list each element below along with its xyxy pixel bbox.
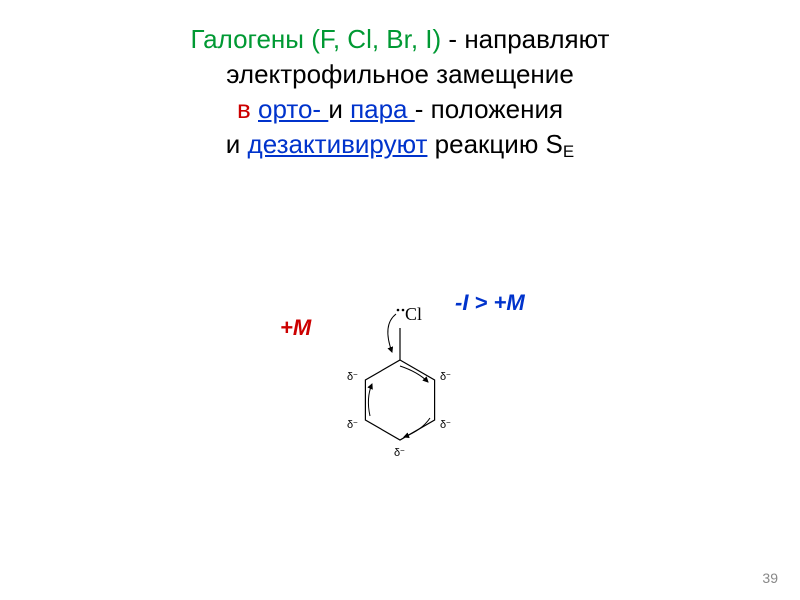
- title-line-3: в орто- и пара - положения: [0, 92, 800, 127]
- v-text: в: [237, 94, 258, 124]
- svg-text:−: −: [353, 418, 358, 427]
- ortho-text: орто-: [258, 94, 328, 124]
- page-number: 39: [762, 570, 778, 586]
- deact-text: дезактивируют: [248, 129, 428, 159]
- benzene-diagram: Cl δ − δ − δ − δ − δ −: [330, 280, 490, 480]
- halogens-text: Галогены (F, Cl, Br, I): [191, 24, 442, 54]
- and2-text: и: [226, 129, 248, 159]
- line1-rest: направляют: [464, 24, 609, 54]
- line3-rest: - положения: [415, 94, 563, 124]
- svg-text:−: −: [353, 370, 358, 379]
- svg-text:−: −: [446, 370, 451, 379]
- para-text: пара: [350, 94, 415, 124]
- title-line-2: электрофильное замещение: [0, 57, 800, 92]
- m-plus-label: +M: [280, 315, 311, 341]
- title-line-1: Галогены (F, Cl, Br, I) - направляют: [0, 22, 800, 57]
- svg-text:−: −: [446, 418, 451, 427]
- title-line-4: и дезактивируют реакцию SE: [0, 127, 800, 162]
- title-block: Галогены (F, Cl, Br, I) - направляют эле…: [0, 0, 800, 162]
- se-sub: E: [563, 142, 574, 161]
- svg-text:−: −: [400, 446, 405, 455]
- dash: -: [441, 24, 464, 54]
- and-text: и: [328, 94, 350, 124]
- line4-rest: реакцию S: [427, 129, 562, 159]
- cl-label: Cl: [405, 304, 422, 324]
